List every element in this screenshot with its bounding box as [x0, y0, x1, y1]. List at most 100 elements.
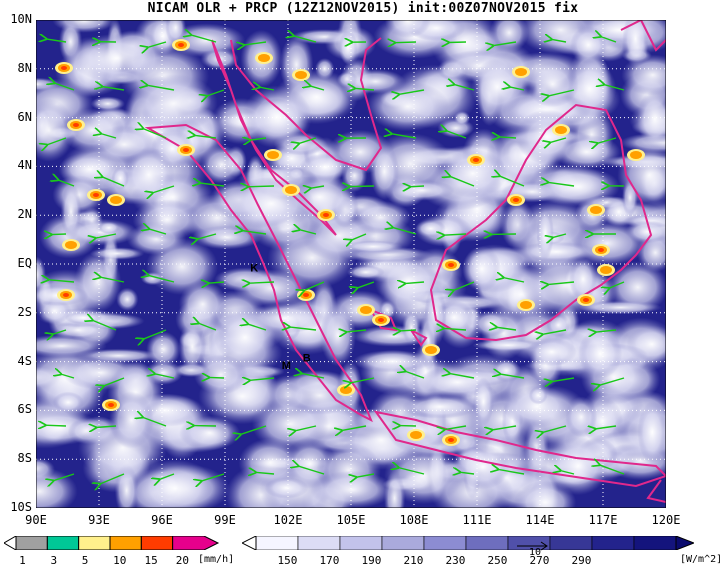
wind-arrow [450, 176, 475, 187]
precip-cell-peak [93, 193, 99, 197]
lat-label-2N: 2N [17, 207, 32, 222]
wind-arrow [460, 472, 475, 474]
wind-arrow [550, 137, 567, 143]
precip-cell-core [425, 346, 437, 354]
wind-arrow [208, 282, 225, 283]
page-title: NICAM OLR + PRCP (12Z12NOV2015) init:00Z… [147, 1, 579, 16]
precip-tick-10: 10 [113, 554, 127, 567]
lon-label-99E: 99E [214, 513, 236, 527]
cloud-patch [536, 207, 554, 260]
wind-arrow [493, 41, 517, 46]
cloud-patch [492, 359, 521, 383]
cloud-patch [456, 444, 510, 490]
wind-arrow [454, 84, 475, 91]
olr-tick-170: 170 [319, 554, 340, 567]
cloud-patch [607, 261, 669, 314]
cloud-patch [179, 415, 241, 451]
precip-cell-core [630, 151, 642, 159]
lat-label-6N: 6N [17, 109, 32, 124]
wind-arrow [206, 89, 225, 96]
small-island-coastline [410, 329, 428, 347]
wind-arrow [492, 425, 517, 430]
lon-label-102E: 102E [273, 513, 303, 527]
wind-arrow [244, 42, 267, 45]
cloud-patch [526, 61, 579, 108]
wind-arrow [496, 327, 517, 330]
wind-arrow [201, 473, 225, 481]
olr-bar-swatch [339, 536, 383, 550]
cloud-patch [200, 145, 243, 185]
lon-label-111E: 111E [462, 513, 492, 527]
cloud-patch [526, 337, 577, 367]
wind-arrow [405, 371, 425, 379]
olr-unit: [W/m^2] [680, 554, 723, 565]
cloud-patch [178, 280, 227, 328]
wind-arrow [499, 176, 525, 187]
wind-arrow [46, 39, 67, 42]
cloud-patch [63, 218, 138, 246]
wind-arrow [410, 186, 425, 187]
precip-cell-peak [513, 198, 519, 202]
lat-label-4S: 4S [17, 353, 32, 368]
wind-arrow [194, 135, 217, 138]
cloud-patch [578, 328, 623, 379]
lat-label-8N: 8N [17, 60, 32, 75]
wind-arrow [595, 426, 617, 429]
olr-tick-250: 250 [487, 554, 508, 567]
cloud-patch [338, 30, 358, 65]
precip-tick-20: 20 [175, 554, 190, 567]
precip-bar-swatch [109, 536, 142, 550]
borneo-coastline [429, 103, 653, 342]
wind-arrow [346, 330, 367, 332]
cloud-patch [146, 331, 181, 368]
wind-arrow [448, 42, 467, 43]
cloud-patch [535, 166, 621, 207]
cloud-patch [622, 178, 638, 217]
wind-arrow [147, 85, 175, 91]
cloud-patch [98, 221, 120, 234]
wind-arrow [209, 377, 225, 378]
cloud-patch [343, 240, 403, 253]
wind-arrow [444, 425, 467, 430]
cloud-patch [214, 310, 276, 365]
cloud-patch [116, 287, 139, 311]
wind-arrow [604, 84, 625, 91]
olr-bar-swatch [423, 536, 467, 550]
olr-bar-swatch [591, 536, 635, 550]
wind-arrow [357, 281, 375, 288]
precip-tick-5: 5 [81, 554, 89, 567]
lat-label-6S: 6S [17, 402, 32, 417]
precip-cell-peak [473, 158, 479, 162]
precip-cell-core [600, 266, 612, 274]
sulawesi-coastline [646, 479, 667, 503]
wind-arrow [351, 233, 367, 240]
wind-arrow [498, 469, 525, 475]
wind-arrow [298, 137, 317, 144]
wind-arrow [551, 39, 567, 42]
wind-arrow [405, 282, 425, 284]
precip-cell-peak [448, 438, 454, 442]
precip-cell-core [285, 186, 297, 194]
precip-cell-peak [73, 123, 79, 127]
station-markers: K MB [250, 262, 311, 372]
cloud-patch [74, 251, 122, 313]
olr-tick-210: 210 [403, 554, 424, 567]
precip-cell-core [515, 68, 527, 76]
wind-arrow [96, 426, 117, 428]
precip-tick-15: 15 [144, 554, 158, 567]
wind-arrow [259, 87, 275, 91]
cloud-patch [569, 257, 598, 301]
cloud-patch [578, 300, 662, 315]
cloud-patch [193, 354, 248, 395]
cloud-patch [133, 459, 217, 518]
wind-arrow [52, 329, 67, 335]
wind-arrow [560, 471, 575, 475]
wind-arrow [310, 186, 325, 188]
precip-bar-swatch [46, 536, 80, 550]
wind-arrow [142, 417, 167, 427]
wind-arrow [154, 374, 175, 379]
lon-label-96E: 96E [151, 513, 173, 527]
wind-arrow [249, 282, 275, 283]
wind-arrow [197, 233, 217, 239]
cloud-patch [374, 253, 443, 309]
